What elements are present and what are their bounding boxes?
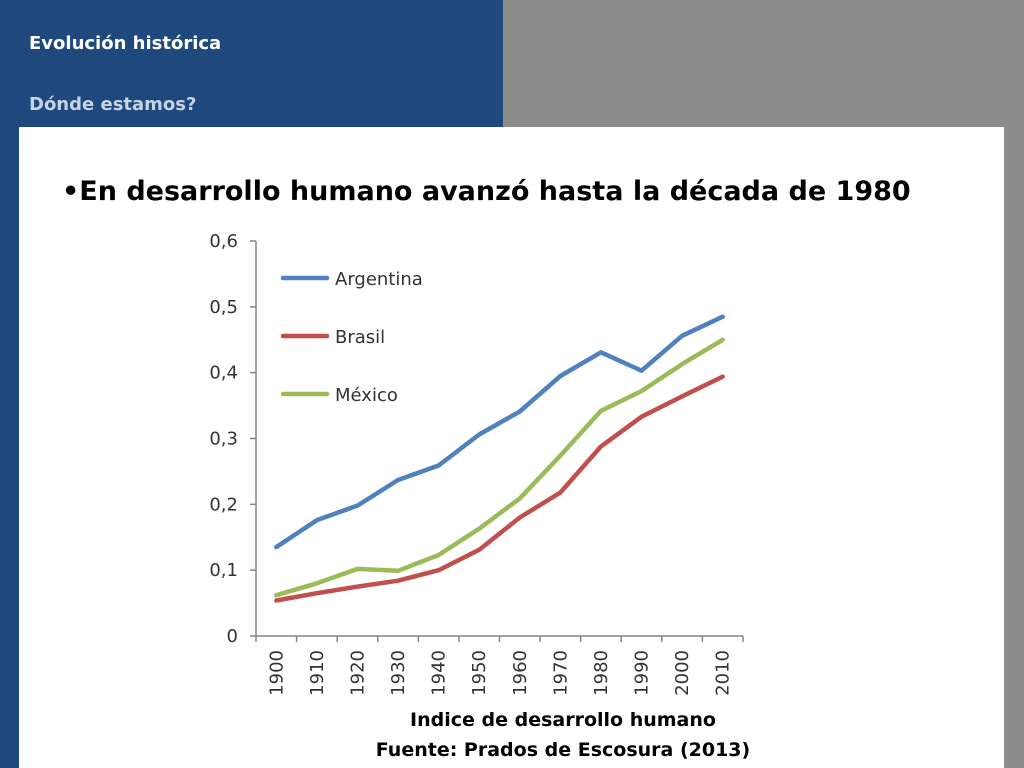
y-tick-label: 0,1	[209, 560, 238, 581]
subsection-title[interactable]: Dónde estamos?	[29, 94, 197, 115]
legend-label-argentina: Argentina	[335, 269, 423, 290]
y-tick-label: 0,4	[209, 363, 238, 384]
legend-label-mexico: México	[335, 385, 398, 406]
chart-caption-title: Indice de desarrollo humano	[410, 709, 716, 731]
x-tick-label: 1910	[307, 650, 328, 696]
x-tick-label: 1940	[429, 650, 450, 696]
slide-content-card	[19, 127, 1004, 768]
y-tick-label: 0,6	[209, 231, 238, 252]
chart-caption-source: Fuente: Prados de Escosura (2013)	[375, 739, 751, 761]
x-tick-label: 2010	[713, 650, 734, 696]
series-line-mexico	[274, 337, 725, 598]
x-tick-label: 1920	[347, 650, 368, 696]
x-tick-label: 1900	[266, 650, 287, 696]
x-tick-label: 1930	[388, 650, 409, 696]
y-tick-label: 0,2	[209, 494, 238, 515]
chart-legend: Argentina Brasil México	[280, 269, 423, 406]
x-tick-label: 1990	[632, 650, 653, 696]
series-line-argentina	[274, 314, 725, 550]
legend-label-brasil: Brasil	[335, 327, 385, 348]
x-tick-label: 1960	[510, 650, 531, 696]
section-title[interactable]: Evolución histórica	[29, 33, 222, 54]
y-tick-label: 0,5	[209, 297, 238, 318]
chart-axes: 0 0,1 0,2 0,3 0,4 0,5 0,6 1900 1910 1920 1930 1940 1…	[209, 231, 744, 696]
y-tick-label: 0	[227, 626, 238, 647]
y-tick-label: 0,3	[209, 429, 238, 450]
series-line-brasil	[274, 374, 725, 603]
x-tick-label: 1970	[550, 650, 571, 696]
chart-series	[274, 314, 725, 603]
x-tick-label: 2000	[672, 650, 693, 696]
slide-headline: •En desarrollo humano avanzó hasta la dé…	[62, 176, 911, 207]
x-tick-label: 1980	[591, 650, 612, 696]
x-tick-label: 1950	[469, 650, 490, 696]
